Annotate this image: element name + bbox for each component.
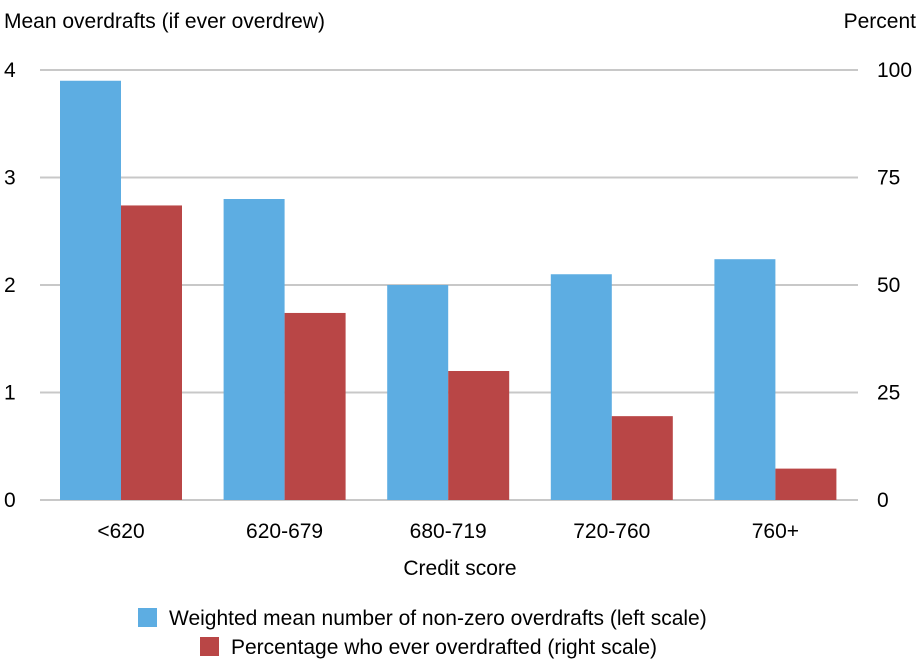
right-tick-label: 0 [877,489,889,512]
legend: Weighted mean number of non-zero overdra… [138,607,707,659]
bar-mean-3 [550,274,612,500]
left-tick-label: 4 [4,59,16,82]
bar-percentage-1 [284,312,346,500]
right-tick-label: 100 [877,59,912,82]
category-labels: <620 620-679 680-719 720-760 760+ [97,520,799,543]
legend-label-1: Percentage who ever overdrafted (right s… [231,636,657,659]
legend-label-0: Weighted mean number of non-zero overdra… [169,607,707,630]
right-tick-label: 75 [877,167,900,190]
x-axis-title: Credit score [403,557,516,580]
left-tick-label: 3 [4,167,16,190]
bar-mean-4 [714,259,776,500]
bar-mean-0 [60,80,121,500]
left-axis-ticks: 0 1 2 3 4 [4,59,16,512]
legend-swatch-1 [200,637,219,656]
right-axis-title: Percent [844,10,917,33]
category-label: 720-760 [573,520,650,543]
left-tick-label: 0 [4,489,16,512]
right-tick-label: 25 [877,382,900,405]
bars [60,80,837,500]
right-axis-ticks: 0 25 50 75 100 [877,59,912,512]
category-label: 760+ [752,520,799,543]
left-tick-label: 2 [4,274,16,297]
category-label: 680-719 [410,520,487,543]
category-label: <620 [97,520,144,543]
bar-mean-2 [387,285,449,500]
bar-percentage-2 [448,371,510,500]
right-tick-label: 50 [877,274,900,297]
legend-swatch-0 [138,608,157,627]
category-label: 620-679 [246,520,323,543]
bar-percentage-3 [611,416,673,500]
left-tick-label: 1 [4,382,16,405]
left-axis-title: Mean overdrafts (if ever overdrew) [4,10,325,33]
bar-mean-1 [223,199,285,500]
bar-percentage-0 [121,205,182,500]
bar-percentage-4 [775,468,837,500]
